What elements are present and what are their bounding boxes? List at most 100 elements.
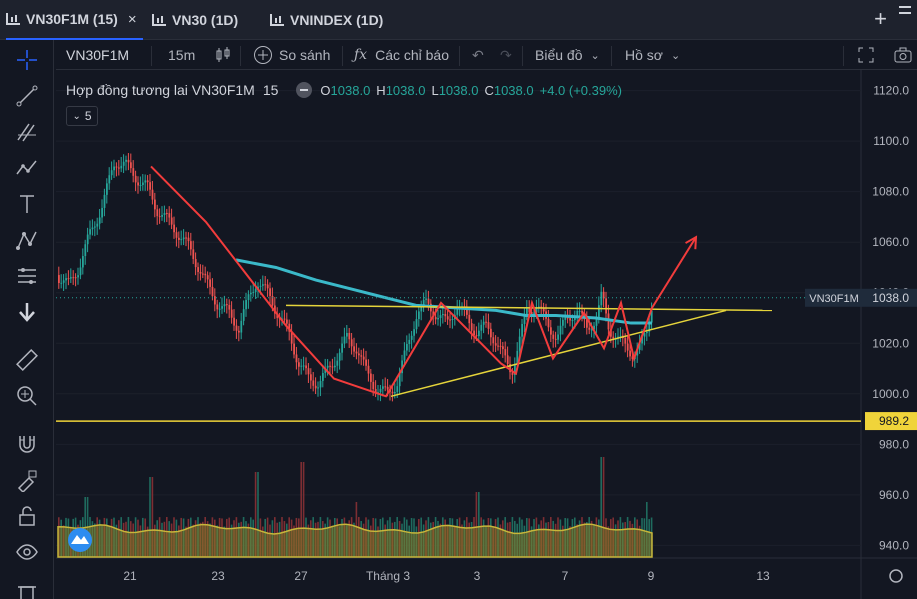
eye-icon[interactable] [15, 540, 39, 564]
candle-body [314, 385, 317, 389]
candle-body [358, 353, 360, 356]
divider [151, 46, 152, 66]
chart-type-button[interactable]: Biểu đồ ⌄ [535, 40, 600, 70]
candle-body [437, 317, 439, 320]
close-icon[interactable]: × [127, 10, 137, 28]
candle-body [646, 331, 648, 334]
candle-body [439, 315, 442, 318]
compare-button[interactable]: So sánh [253, 40, 330, 70]
candle-body [163, 212, 166, 215]
candle-body [619, 335, 622, 337]
tab-vnindex[interactable]: VNINDEX (1D) [270, 0, 383, 40]
trend-line-icon[interactable] [15, 84, 39, 108]
candle-body [274, 305, 276, 314]
screenshot-icon[interactable] [894, 40, 912, 70]
prediction-icon[interactable] [15, 264, 39, 288]
legend-open: O1038.0 [320, 82, 371, 98]
candle-body [557, 334, 559, 340]
undo-icon[interactable]: ↶ [472, 46, 484, 63]
window-menu-icon[interactable] [899, 6, 911, 23]
candle-body [168, 213, 171, 218]
candle-body [540, 306, 543, 308]
volume-bar [302, 462, 305, 557]
candle-body [403, 350, 406, 361]
candle-body [108, 175, 111, 184]
candle-body [554, 338, 557, 340]
patterns-icon[interactable] [15, 156, 39, 180]
candle-body [362, 356, 365, 360]
fib-tools-icon[interactable] [15, 120, 39, 144]
ruler-icon[interactable] [15, 348, 39, 372]
candle-body [91, 227, 94, 230]
candle-body [271, 295, 274, 306]
candle-body [468, 314, 471, 324]
fullscreen-icon[interactable] [858, 40, 874, 70]
candle-body [338, 352, 341, 361]
candle-body [456, 308, 459, 315]
tab-vn30[interactable]: VN30 (1D) [152, 0, 238, 40]
candle-body [638, 343, 641, 350]
chart-pane[interactable]: 940.0960.0980.01000.01020.01040.01060.01… [56, 70, 917, 599]
candle-body [144, 180, 147, 183]
candle-body [125, 159, 127, 162]
legend-low: L1038.0 [431, 82, 479, 98]
symbol-search-button[interactable]: VN30F1M [66, 47, 130, 63]
redo-icon[interactable]: ↷ [500, 46, 512, 63]
candle-body [581, 310, 583, 314]
candle-body [444, 313, 447, 317]
volume-ma-area [57, 523, 653, 558]
candle-type-icon[interactable] [216, 40, 230, 70]
candle-body [408, 339, 411, 345]
candle-body [341, 343, 343, 353]
candle-body [233, 317, 235, 326]
candle-body [151, 189, 154, 200]
add-tab-button[interactable]: + [874, 6, 887, 31]
candle-body [343, 336, 346, 344]
profile-button[interactable]: Hồ sơ ⌄ [625, 40, 680, 70]
candle-body [194, 258, 197, 268]
candle-body [485, 321, 487, 323]
candle-body [158, 216, 161, 218]
chart-tab-icon [152, 14, 166, 26]
collapse-indicators-button[interactable]: ⌄ 5 [66, 106, 98, 126]
candle-body [526, 308, 528, 315]
text-icon[interactable] [15, 192, 39, 216]
trash-icon[interactable] [15, 580, 39, 599]
interval-button[interactable]: 15m [168, 47, 196, 63]
candle-body [547, 318, 550, 328]
candle-body [610, 329, 612, 337]
candle-body [202, 273, 204, 275]
volume-bar [151, 477, 154, 557]
crosshair-icon[interactable] [15, 48, 39, 72]
lock-icon[interactable] [15, 504, 39, 528]
candle-body [250, 292, 252, 295]
candle-body [384, 386, 387, 388]
candle-body [334, 365, 336, 368]
node-pattern-icon[interactable] [15, 228, 39, 252]
candle-body [197, 267, 199, 272]
candle-body [209, 279, 211, 287]
chevron-down-icon: ⌄ [590, 49, 600, 62]
candle-body [482, 321, 485, 325]
candle-body [122, 161, 125, 166]
candle-body [607, 313, 610, 330]
fx-icon: ƒx [354, 47, 368, 63]
y-tick-label: 980.0 [879, 437, 909, 451]
candle-body [415, 319, 418, 330]
hide-series-icon[interactable] [296, 82, 313, 98]
zoom-in-icon[interactable] [15, 384, 39, 408]
divider [342, 46, 343, 66]
divider [522, 46, 523, 66]
price-chart[interactable]: 940.0960.0980.01000.01020.01040.01060.01… [56, 70, 917, 599]
candle-body [367, 365, 370, 374]
arrow-down-icon[interactable] [15, 300, 39, 324]
candle-body [307, 368, 310, 375]
candle-body [451, 318, 454, 320]
lock-drawing-icon[interactable] [15, 468, 39, 492]
magnet-icon[interactable] [15, 432, 39, 456]
candle-body [336, 360, 339, 366]
tab-vn30f1m[interactable]: VN30F1M (15) × [6, 0, 143, 40]
indicators-button[interactable]: ƒx Các chỉ báo [354, 40, 449, 70]
candle-body [290, 331, 293, 344]
last-price-label: 1038.0 [872, 291, 909, 305]
